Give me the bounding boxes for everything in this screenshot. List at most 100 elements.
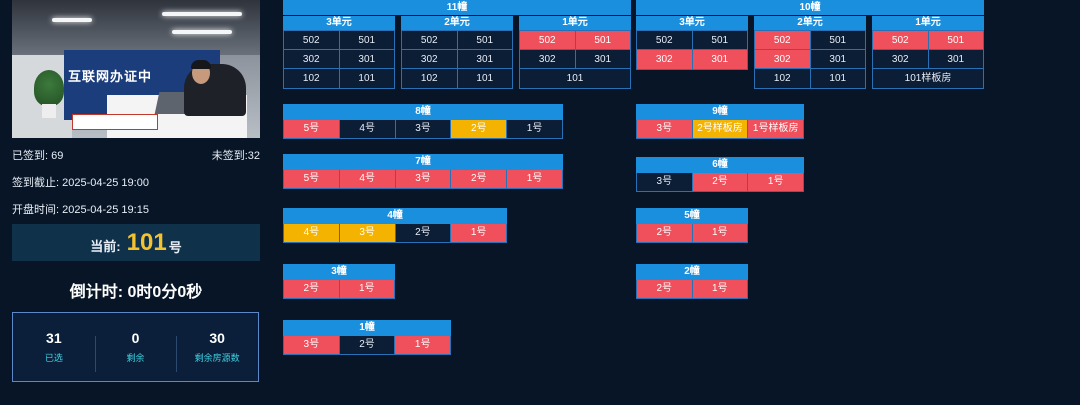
count-remaining: 0 剩余 (94, 330, 177, 372)
current-label: 当前: (90, 239, 121, 254)
floor-row: 101样板房 (873, 69, 983, 88)
unit-cell[interactable]: 2号 (637, 224, 693, 242)
count-selected: 31 已选 (13, 330, 95, 364)
unit-cell[interactable]: 1号 (507, 170, 562, 188)
room-cell[interactable]: 502 (284, 31, 340, 50)
unit-cell[interactable]: 3号 (395, 120, 452, 138)
unit-block: 3单元 502 501 302 301 102 101 (283, 15, 395, 89)
unit-cell[interactable]: 3号 (637, 120, 693, 138)
room-cell[interactable]: 102 (755, 69, 811, 88)
room-cell[interactable]: 102 (284, 69, 340, 88)
unit-cell[interactable]: 1号 (339, 280, 394, 298)
ceiling-lamp (162, 12, 242, 16)
unit-cell[interactable]: 4号 (284, 224, 340, 242)
unit-cell[interactable]: 1号 (395, 336, 451, 354)
unit-grid: 502 501 302 301 101样板房 (872, 30, 984, 89)
unit-cell[interactable]: 2号 (637, 280, 693, 298)
live-video-feed[interactable]: 互联网办证中 (12, 0, 260, 138)
unit-cell[interactable]: 2号 (692, 173, 749, 191)
unit-group: 3单元 502 501 302 301 2单元 502 501 302 301 102 101 1单元 5… (636, 15, 984, 89)
room-cell[interactable]: 501 (928, 31, 983, 50)
unsigned-count: 未签到:32 (211, 150, 260, 162)
unit-cell[interactable]: 3号 (339, 224, 396, 242)
room-cell[interactable]: 502 (402, 31, 458, 50)
floor-row: 302 301 (284, 50, 394, 69)
room-cell[interactable]: 301 (810, 50, 865, 69)
unit-cell[interactable]: 4号 (339, 120, 396, 138)
room-cell[interactable]: 302 (284, 50, 340, 69)
building-block: 7幢 5号 4号 3号 2号 1号 (283, 154, 563, 189)
unit-cell[interactable]: 2号 (339, 336, 396, 354)
unit-cell[interactable]: 3号 (284, 336, 340, 354)
room-cell[interactable]: 501 (692, 31, 747, 50)
unit-row: 2号 1号 (283, 280, 395, 299)
room-cell[interactable]: 501 (457, 31, 512, 50)
room-cell[interactable]: 502 (520, 31, 576, 50)
room-cell[interactable]: 302 (402, 50, 458, 69)
ceiling-lamp (172, 30, 232, 34)
unit-cell[interactable]: 2号样板房 (692, 120, 749, 138)
unit-title: 1单元 (519, 16, 631, 30)
unit-cell[interactable]: 4号 (339, 170, 396, 188)
unit-title: 2单元 (401, 16, 513, 30)
video-banner-text: 互联网办证中 (68, 69, 153, 84)
building-block: 10幢 3单元 502 501 302 301 2单元 502 501 302 301 102 101 1… (636, 0, 984, 89)
room-cell[interactable]: 502 (637, 31, 693, 50)
building-title: 8幢 (283, 104, 563, 120)
room-cell[interactable]: 101 (520, 69, 630, 88)
floor-row: 102 101 (402, 69, 512, 88)
floor-row: 302 301 (873, 50, 983, 69)
room-cell[interactable]: 102 (402, 69, 458, 88)
unit-cell[interactable]: 2号 (395, 224, 452, 242)
room-cell[interactable]: 101 (339, 69, 394, 88)
room-cell[interactable]: 502 (873, 31, 929, 50)
unit-cell[interactable]: 1号 (692, 280, 747, 298)
room-cell[interactable]: 501 (810, 31, 865, 50)
floor-row: 302 301 (520, 50, 630, 69)
room-cell[interactable]: 502 (755, 31, 811, 50)
room-cell[interactable]: 501 (575, 31, 630, 50)
room-cell[interactable]: 301 (692, 50, 747, 69)
building-title: 5幢 (636, 208, 748, 224)
unit-cell[interactable]: 1号 (507, 120, 562, 138)
current-number-panel: 当前: 101 号 (12, 224, 260, 261)
count-label: 已选 (44, 353, 63, 363)
unit-cell[interactable]: 1号 (748, 173, 804, 191)
unit-grid: 502 501 302 301 102 101 (401, 30, 513, 89)
building-title: 4幢 (283, 208, 507, 224)
room-cell[interactable]: 301 (457, 50, 512, 69)
count-label: 剩余房源数 (194, 353, 240, 363)
room-cell[interactable]: 302 (520, 50, 576, 69)
unit-cell[interactable]: 5号 (284, 170, 340, 188)
unit-cell[interactable]: 3号 (637, 173, 693, 191)
room-cell[interactable]: 301 (575, 50, 630, 69)
room-cell[interactable]: 302 (755, 50, 811, 69)
unit-cell[interactable]: 2号 (451, 120, 508, 138)
room-cell[interactable]: 302 (637, 50, 693, 69)
room-cell[interactable]: 501 (339, 31, 394, 50)
unit-cell[interactable]: 1号样板房 (748, 120, 804, 138)
building-title: 3幢 (283, 264, 395, 280)
unit-cell[interactable]: 2号 (451, 170, 508, 188)
building-block: 2幢 2号 1号 (636, 264, 748, 299)
person-hair (191, 60, 211, 69)
unit-title: 2单元 (754, 16, 866, 30)
unit-cell[interactable]: 1号 (692, 224, 747, 242)
room-cell[interactable]: 302 (873, 50, 929, 69)
unit-cell[interactable]: 1号 (451, 224, 506, 242)
floor-row: 302 301 (637, 50, 747, 69)
unit-row: 3号 2号 1号 (283, 336, 451, 355)
unit-cell[interactable]: 3号 (395, 170, 452, 188)
room-cell[interactable]: 301 (339, 50, 394, 69)
unit-cell[interactable]: 5号 (284, 120, 340, 138)
room-cell[interactable]: 101样板房 (873, 69, 983, 88)
room-cell[interactable]: 301 (928, 50, 983, 69)
room-cell[interactable]: 101 (457, 69, 512, 88)
unit-block: 1单元 502 501 302 301 101 (519, 15, 631, 89)
floor-row: 302 301 (402, 50, 512, 69)
unit-cell[interactable]: 2号 (284, 280, 340, 298)
left-panel: 互联网办证中 已签到: 69 未签到:32 签到截止: 2025-04-25 1… (12, 0, 260, 382)
count-label: 剩余 (126, 353, 145, 363)
room-cell[interactable]: 101 (810, 69, 865, 88)
unit-block: 2单元 502 501 302 301 102 101 (401, 15, 513, 89)
